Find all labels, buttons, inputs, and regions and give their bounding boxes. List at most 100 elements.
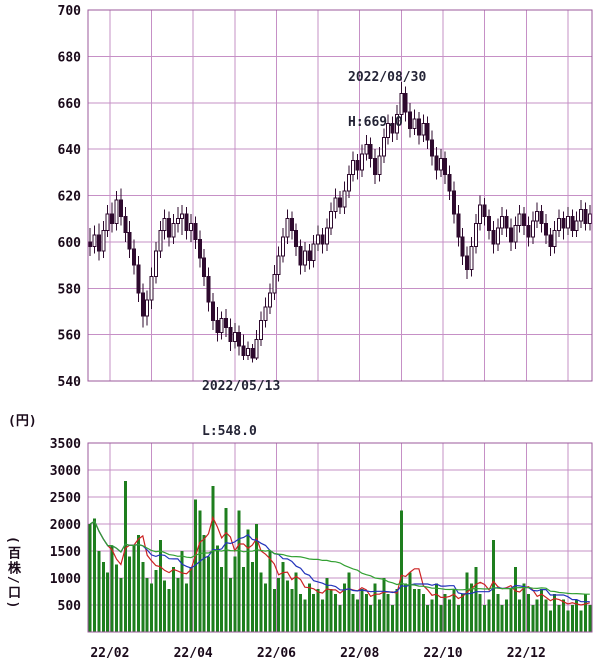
volume-bar xyxy=(303,599,307,632)
volume-bar xyxy=(338,605,342,632)
candle-body xyxy=(245,348,250,356)
volume-bar xyxy=(417,588,421,632)
candle-body xyxy=(482,204,487,217)
volume-bar xyxy=(540,588,544,632)
candle-body xyxy=(587,213,592,224)
candle-body xyxy=(465,255,470,271)
candle-body xyxy=(425,123,430,141)
candle-body xyxy=(162,218,167,231)
volume-bar xyxy=(207,556,211,632)
volume-bar xyxy=(434,583,438,632)
volume-bar xyxy=(136,534,140,632)
candle-body xyxy=(443,157,448,176)
candle-body xyxy=(285,218,290,238)
volume-bar xyxy=(351,594,355,632)
candle-body xyxy=(557,218,562,231)
volume-bar xyxy=(588,605,592,632)
candle-body xyxy=(543,222,548,236)
annotation-low: 2022/05/13 L:548.0 xyxy=(202,349,280,469)
candle-body xyxy=(228,327,233,343)
volume-bar xyxy=(487,599,491,632)
volume-bar xyxy=(562,599,566,632)
volume-bar xyxy=(119,578,123,632)
candle-body xyxy=(500,215,505,229)
candlestick-series xyxy=(88,81,592,363)
candle-body xyxy=(281,236,286,257)
volume-bar xyxy=(185,583,189,632)
volume-bar xyxy=(342,583,346,632)
candle-body xyxy=(403,92,408,113)
volume-bar xyxy=(496,594,500,632)
volume-bar xyxy=(123,480,127,632)
volume-bar xyxy=(347,572,351,632)
volume-bar xyxy=(465,572,469,632)
volume-bar xyxy=(483,605,487,632)
x-tick-label: 22/02 xyxy=(90,646,129,661)
candle-body xyxy=(513,225,518,243)
candle-body xyxy=(267,292,272,308)
candle-body xyxy=(96,234,101,252)
annotation-high-value: H:669.0 xyxy=(348,115,403,130)
volume-bar xyxy=(448,599,452,632)
candle-body xyxy=(495,227,500,245)
volume-bar xyxy=(277,578,281,632)
candle-body xyxy=(202,257,207,278)
x-tick-label: 22/12 xyxy=(507,646,546,661)
candle-body xyxy=(272,273,277,294)
candle-body xyxy=(263,306,268,322)
volume-bar xyxy=(334,594,338,632)
volume-bar xyxy=(329,588,333,632)
candle-body xyxy=(574,220,579,231)
volume-bar xyxy=(426,605,430,632)
volume-bar xyxy=(404,583,408,632)
volume-ma-line-34 xyxy=(89,520,590,595)
candle-body xyxy=(276,255,281,275)
candle-body xyxy=(206,276,211,303)
candle-body xyxy=(487,215,492,231)
volume-ytick-label: 3000 xyxy=(50,464,81,479)
volume-bar xyxy=(106,572,110,632)
x-tick-label: 22/06 xyxy=(257,646,296,661)
candle-body xyxy=(504,215,509,229)
volume-bar xyxy=(553,594,557,632)
candle-body xyxy=(377,155,382,176)
candle-body xyxy=(224,317,229,329)
price-ytick-label: 680 xyxy=(58,50,82,65)
annotation-high-date: 2022/08/30 xyxy=(348,70,427,85)
volume-bar xyxy=(373,583,377,632)
volume-bar xyxy=(250,561,254,632)
candle-body xyxy=(193,222,198,241)
volume-bar xyxy=(263,583,267,632)
volume-bar xyxy=(158,540,162,632)
volume-bar xyxy=(360,588,364,632)
candle-body xyxy=(438,157,443,171)
candle-body xyxy=(364,143,369,155)
price-ytick-label: 540 xyxy=(58,375,82,390)
volume-bar xyxy=(535,599,539,632)
candle-body xyxy=(232,331,237,343)
volume-bar xyxy=(171,567,175,632)
candle-body xyxy=(289,218,294,231)
volume-bar xyxy=(575,599,579,632)
candle-body xyxy=(324,227,329,245)
candle-body xyxy=(447,174,452,192)
candle-body xyxy=(101,229,106,252)
volume-bar xyxy=(255,524,259,632)
candle-body xyxy=(210,301,215,322)
volume-bar xyxy=(154,569,158,632)
volume-bar xyxy=(452,588,456,632)
price-ytick-label: 640 xyxy=(58,143,82,158)
volume-bar xyxy=(439,605,443,632)
price-ytick-label: 600 xyxy=(58,236,82,251)
volume-bar xyxy=(215,545,219,632)
candle-body xyxy=(298,246,303,266)
volume-bar xyxy=(544,599,548,632)
volume-bar xyxy=(211,486,215,632)
volume-bar xyxy=(294,572,298,632)
volume-ytick-label: 2000 xyxy=(50,518,81,533)
volume-bar xyxy=(395,588,399,632)
volume-bar xyxy=(141,561,145,632)
volume-bar xyxy=(522,583,526,632)
volume-bar xyxy=(132,545,136,632)
volume-bar xyxy=(114,564,118,632)
